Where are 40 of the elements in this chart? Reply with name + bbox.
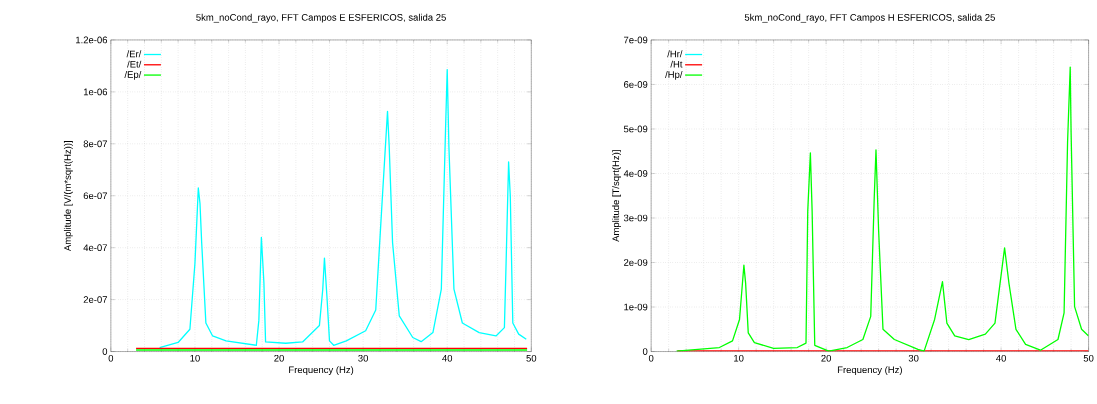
y-tick-label: 4e-09 xyxy=(623,169,648,177)
y-tick-label: 4e-07 xyxy=(83,244,108,251)
y-tick-label: 2e-07 xyxy=(83,296,108,303)
x-tick-label: 0 xyxy=(648,354,654,362)
x-tick-label: 50 xyxy=(1083,354,1094,362)
x-tick-label: 30 xyxy=(358,354,369,362)
y-axis-title: Amplitude [T/sqrt(Hz)] xyxy=(612,150,621,242)
x-axis-title: Frequency (Hz) xyxy=(837,365,902,375)
y-tick-label: 5e-09 xyxy=(623,125,648,133)
y-tick-label: 6e-09 xyxy=(624,80,648,88)
x-tick-label: 50 xyxy=(526,354,537,362)
legend-label: /Hp/ xyxy=(665,70,683,80)
legend-label: /Ht xyxy=(670,60,683,68)
y-tick-label: 6e-07 xyxy=(83,192,108,199)
y-axis-title: Amplitude [V/(m*sqrt(Hz))] xyxy=(63,140,73,251)
chart-title: 5km_noCond_rayo, FFT Campos H ESFERICOS, salida 25 xyxy=(744,13,995,23)
x-tick-label: 10 xyxy=(190,354,200,362)
x-tick-label: 10 xyxy=(734,354,744,362)
x-axis-title: Frequency (Hz) xyxy=(289,365,354,375)
y-tick-label: 1e-06 xyxy=(83,88,108,95)
y-tick-label: 0 xyxy=(642,347,648,355)
y-tick-label: 8e-07 xyxy=(83,140,108,147)
y-tick-label: 0 xyxy=(102,347,108,355)
y-tick-label: 7e-09 xyxy=(624,36,648,44)
chart-title: 5km_noCond_rayo, FFT Campos E ESFERICOS, salida 25 xyxy=(196,13,446,23)
x-tick-label: 0 xyxy=(108,354,114,362)
x-tick-label: 20 xyxy=(821,354,832,362)
x-tick-label: 40 xyxy=(442,354,453,362)
y-tick-label: 1.2e-06 xyxy=(76,36,108,44)
y-tick-label: 3e-09 xyxy=(623,214,648,222)
legend-label: /Et/ xyxy=(127,60,142,68)
x-tick-label: 30 xyxy=(908,354,919,362)
x-tick-label: 40 xyxy=(996,354,1006,362)
y-tick-label: 2e-09 xyxy=(624,258,648,266)
x-tick-label: 20 xyxy=(274,354,284,362)
y-tick-label: 1e-09 xyxy=(624,303,648,311)
legend-label: /Ep/ xyxy=(124,70,142,80)
legend-label: /Er/ xyxy=(126,50,142,58)
legend-label: /Hr/ xyxy=(667,50,683,58)
line-series xyxy=(158,68,527,349)
